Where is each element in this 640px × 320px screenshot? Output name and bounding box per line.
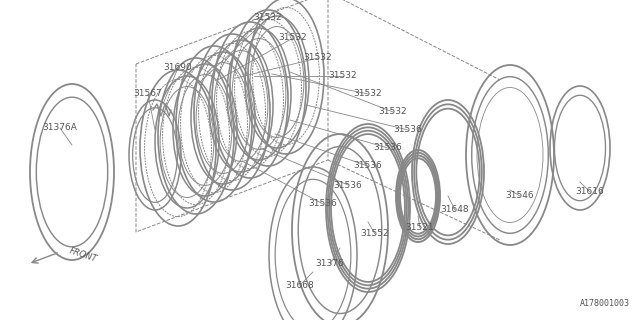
Text: 31536: 31536: [333, 180, 362, 189]
Text: 31532: 31532: [253, 13, 282, 22]
Text: A178001003: A178001003: [580, 299, 630, 308]
Text: FRONT: FRONT: [68, 246, 98, 264]
Text: 31536: 31536: [374, 143, 403, 153]
Text: 31536: 31536: [394, 125, 422, 134]
Text: 31376A: 31376A: [43, 124, 77, 132]
Text: 31532: 31532: [379, 108, 407, 116]
Text: 31532: 31532: [329, 71, 357, 81]
Text: 31532: 31532: [278, 34, 307, 43]
Text: 31616: 31616: [575, 188, 604, 196]
Text: 31648: 31648: [441, 205, 469, 214]
Text: 31690: 31690: [164, 63, 193, 73]
Text: 31567: 31567: [134, 90, 163, 99]
Text: 31552: 31552: [361, 229, 389, 238]
Text: 31532: 31532: [304, 53, 332, 62]
Text: 31521: 31521: [406, 223, 435, 233]
Text: 31532: 31532: [354, 90, 382, 99]
Text: 31536: 31536: [354, 162, 382, 171]
Text: 31668: 31668: [285, 281, 314, 290]
Text: 31376: 31376: [316, 260, 344, 268]
Text: 31536: 31536: [308, 199, 337, 209]
Text: 31546: 31546: [506, 191, 534, 201]
